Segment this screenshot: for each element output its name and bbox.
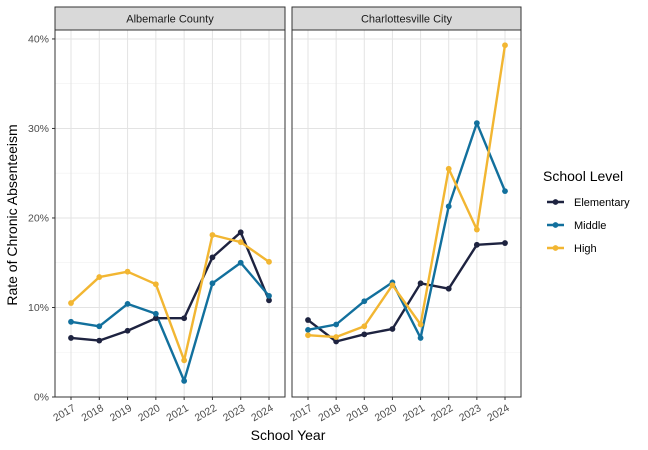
x-tick-label: 2020 [136,402,162,424]
legend-entry-elementary: Elementary [547,197,630,209]
x-tick-label: 2017 [288,402,314,424]
x-tick-label: 2021 [164,402,190,424]
data-point-middle [152,310,159,317]
legend-title: School Level [543,168,623,184]
y-tick-label: 20% [28,212,49,224]
facet-strip-label: Charlottesville City [361,14,453,26]
data-point-elementary [445,285,452,292]
series-line-middle [69,261,271,383]
data-point-middle [502,188,508,195]
legend-label: High [574,243,597,255]
x-axis-title: School Year [251,427,326,443]
facet-strip-label: Albemarle County [126,14,214,26]
data-point-elementary [389,326,396,332]
legend-entry-high: High [547,243,597,255]
y-tick-label: 10% [28,302,49,314]
data-point-middle [124,301,131,307]
data-point-middle [361,298,368,305]
panel-background [55,30,285,397]
data-point-middle [209,280,216,287]
data-point-high [181,357,188,364]
data-point-high [473,226,480,233]
data-point-high [333,334,340,340]
data-point-high [502,42,508,49]
x-tick-label: 2023 [221,402,247,424]
data-point-middle [237,259,244,266]
y-tick-label: 0% [34,392,49,404]
legend-label: Middle [574,220,606,232]
x-tick-label: 2022 [429,402,455,424]
data-point-high [68,300,74,306]
x-tick-label: 2024 [485,402,511,424]
data-point-elementary [237,229,244,236]
data-point-elementary [333,338,340,345]
data-point-high [389,282,396,289]
y-tick-label: 30% [28,123,49,135]
x-tick-label: 2024 [249,402,275,424]
panel-albemarle-county: Albemarle County 2017 2018 2019 2020 2021 2022… [51,6,286,424]
legend: School Level Elementary Middle High [543,168,630,255]
y-axis-title: Rate of Chronic Absenteeism [4,124,20,305]
legend-key-point [552,245,559,251]
data-point-high [417,321,424,328]
data-point-high [209,232,216,238]
data-point-middle [473,120,480,126]
data-point-middle [96,323,103,330]
data-point-elementary [68,335,74,341]
series-line-high [69,233,271,362]
panel-charlottesville-city: Charlottesville City 2017 2018 2019 2020 2021… [288,6,522,424]
data-point-high [96,274,103,280]
x-tick-label: 2021 [401,402,427,424]
legend-key-point [552,199,559,205]
data-point-middle [305,326,311,333]
data-point-high [237,239,244,246]
legend-key-point [552,222,559,228]
data-point-elementary [502,240,508,246]
data-point-elementary [124,327,131,334]
data-point-elementary [417,280,424,287]
data-point-elementary [266,297,272,304]
y-axis: 0% 10% 20% 30% 40% [28,33,55,404]
series-line-middle [306,121,507,340]
data-point-elementary [209,254,216,261]
data-point-high [266,258,272,265]
data-point-high [445,165,452,172]
data-point-high [124,268,131,275]
data-point-elementary [361,331,368,338]
x-tick-label: 2019 [345,402,371,424]
data-point-elementary [96,337,103,344]
data-point-middle [417,335,424,341]
x-tick-label: 2022 [193,402,219,424]
data-point-middle [445,203,452,210]
series-line-high [306,44,507,339]
y-tick-label: 40% [28,33,49,45]
facet-strip [291,6,522,31]
data-point-middle [333,321,340,328]
x-tick-label: 2019 [108,402,134,424]
x-tick-label: 2023 [457,402,483,424]
data-point-elementary [305,317,311,323]
legend-label: Elementary [574,197,630,209]
x-tick-label: 2020 [373,402,399,424]
x-tick-label: 2018 [80,402,106,424]
data-point-high [361,323,368,330]
x-tick-label: 2017 [51,402,77,424]
x-tick-label: 2018 [316,402,342,424]
data-point-high [305,332,311,339]
data-point-elementary [473,241,480,248]
panel-background [292,30,521,397]
data-point-elementary [152,315,159,322]
data-point-middle [68,318,74,325]
facet-strip [54,6,286,31]
legend-entry-middle: Middle [547,220,606,232]
data-point-elementary [181,315,188,322]
data-point-middle [181,377,188,384]
data-point-high [152,281,159,288]
series-line-elementary [69,231,271,342]
data-point-middle [266,292,272,299]
